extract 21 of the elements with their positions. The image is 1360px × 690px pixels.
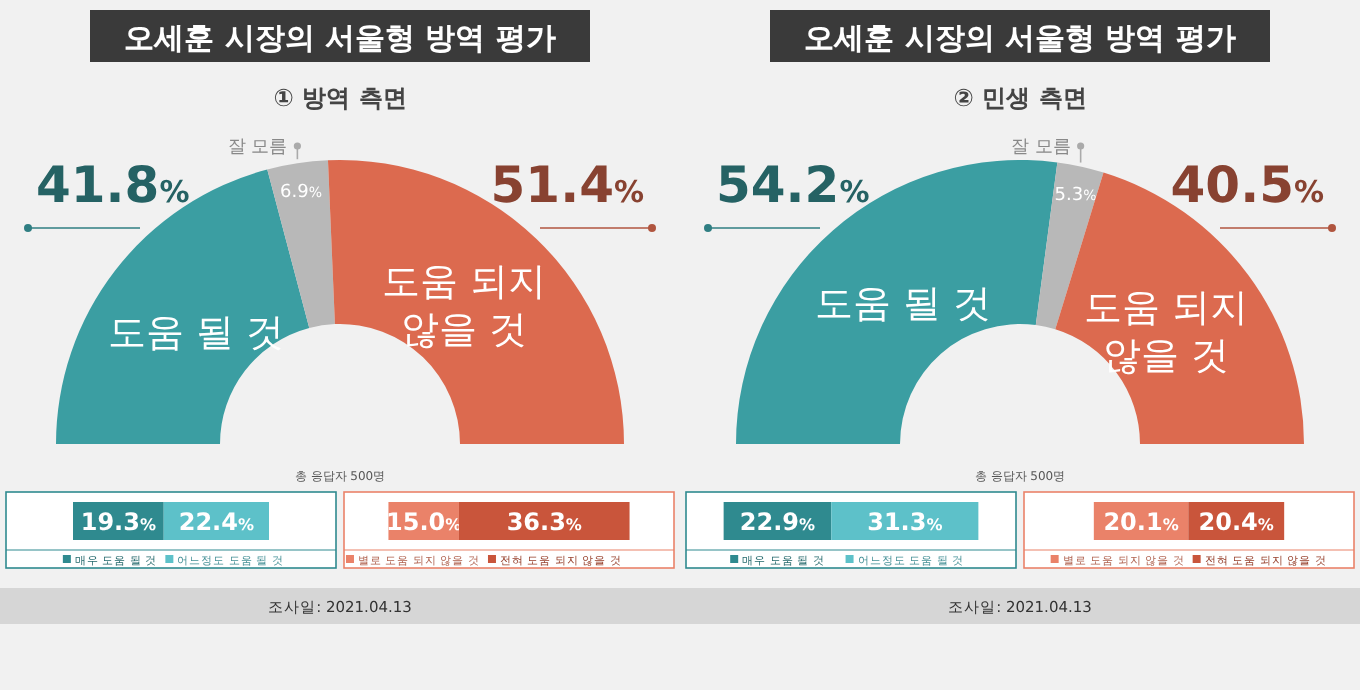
legend-label: 잘 모름 xyxy=(227,138,288,158)
data-label: 51.4% xyxy=(490,156,644,214)
chart-title: 오세훈 시장의 서울형 방역 평가 xyxy=(124,20,556,56)
chart-title: 오세훈 시장의 서울형 방역 평가 xyxy=(804,20,1236,56)
legend-label: 잘 모름 xyxy=(1010,138,1071,158)
data-label: 40.5% xyxy=(1170,156,1324,214)
data-label: 31.3% xyxy=(867,508,943,536)
slice-label: 도움 되지 않을 것 xyxy=(381,260,546,353)
data-label: 19.3% xyxy=(80,508,156,536)
data-label: 20.4% xyxy=(1198,508,1274,536)
data-label: 54.2% xyxy=(716,156,870,214)
chart-subtitle: ① 방역 측면 xyxy=(273,84,407,112)
chart-subtitle: ② 민생 측면 xyxy=(953,84,1087,112)
data-label: 20.1% xyxy=(1103,508,1179,536)
slice-label: 도움 되지 않을 것 xyxy=(1084,285,1249,378)
data-label: 41.8% xyxy=(36,156,190,214)
slice-label: 도움 될 것 xyxy=(107,310,285,355)
data-label: 22.4% xyxy=(178,508,254,536)
data-label: 22.9% xyxy=(739,508,816,536)
slice-label: 도움 될 것 xyxy=(814,282,991,327)
data-label: 36.3% xyxy=(506,508,582,536)
